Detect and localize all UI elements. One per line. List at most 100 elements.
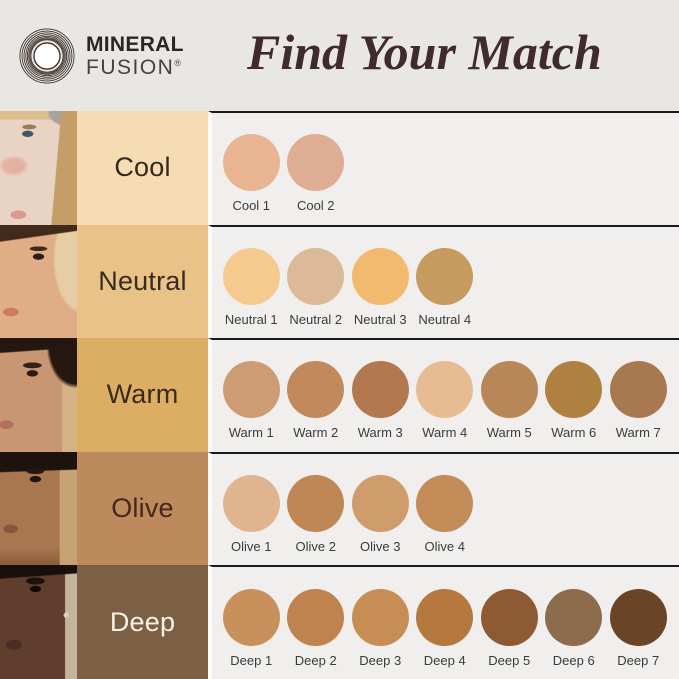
- swatch-deep-4: Deep 4: [413, 588, 478, 668]
- swatch-deep-5: Deep 5: [477, 588, 542, 668]
- category-cell-olive: Olive: [77, 451, 208, 566]
- swatch-panel-olive: Olive 1 Olive 2 Olive 3 Olive 4: [208, 451, 679, 566]
- swatch-warm-1: Warm 1: [219, 361, 284, 440]
- logo-text-fusion: FUSION®: [86, 55, 181, 79]
- shade-swatch-label-olive-3: Olive 3: [360, 539, 401, 555]
- shade-swatch-circle-cool-2: [287, 134, 345, 192]
- shade-swatch-circle-deep-2: [287, 588, 345, 646]
- shade-swatch-circle-warm-7: [609, 361, 667, 419]
- model-photo-neutral: [0, 224, 77, 339]
- shade-swatch-circle-neutral-4: [416, 247, 474, 305]
- swatch-warm-3: Warm 3: [348, 361, 413, 440]
- model-photo-cool: [0, 111, 77, 225]
- shade-swatch-label-cool-1: Cool 1: [232, 198, 271, 214]
- category-cell-deep: Deep: [77, 565, 208, 679]
- shade-row-cool: Cool Cool 1 Cool 2: [0, 111, 679, 225]
- category-label-olive: Olive: [111, 493, 174, 524]
- shade-swatch-circle-warm-3: [351, 361, 409, 419]
- swatch-warm-4: Warm 4: [413, 361, 478, 440]
- shade-swatch-label-neutral-2: Neutral 2: [289, 311, 343, 327]
- shade-swatch-label-neutral-1: Neutral 1: [224, 311, 278, 327]
- shade-swatch-label-deep-6: Deep 6: [552, 652, 595, 668]
- category-label-deep: Deep: [109, 606, 176, 637]
- shade-swatch-circle-olive-2: [287, 475, 345, 533]
- shade-swatch-label-warm-2: Warm 2: [293, 425, 339, 441]
- shade-swatch-label-olive-1: Olive 1: [231, 539, 272, 555]
- shade-swatch-label-deep-2: Deep 2: [294, 652, 337, 668]
- shade-swatch-circle-deep-1: [222, 588, 280, 646]
- swatch-panel-cool: Cool 1 Cool 2: [208, 111, 679, 225]
- swatch-olive-3: Olive 3: [348, 475, 413, 554]
- shade-swatch-label-deep-1: Deep 1: [230, 652, 273, 668]
- shade-swatch-circle-cool-1: [222, 134, 280, 192]
- swatch-panel-deep: Deep 1 Deep 2 Deep 3 Deep 4 Deep 5 Deep 6 Deep…: [208, 565, 679, 679]
- swatch-deep-6: Deep 6: [542, 588, 607, 668]
- shade-swatch-label-warm-7: Warm 7: [615, 425, 661, 441]
- shade-swatch-circle-warm-6: [545, 361, 603, 419]
- shade-rows: Cool Cool 1 Cool 2 Neutral Neutral 1 Neutr…: [0, 111, 679, 679]
- shade-swatch-circle-deep-3: [351, 588, 409, 646]
- swatch-cool-1: Cool 1: [219, 134, 284, 213]
- model-photo-warm: [0, 338, 77, 452]
- swatch-warm-7: Warm 7: [606, 361, 671, 440]
- shade-swatch-circle-warm-4: [416, 361, 474, 419]
- swatch-deep-7: Deep 7: [606, 588, 671, 668]
- shade-swatch-label-deep-4: Deep 4: [423, 652, 466, 668]
- shade-swatch-circle-deep-5: [480, 588, 538, 646]
- shade-swatch-circle-warm-1: [222, 361, 280, 419]
- swatch-warm-2: Warm 2: [284, 361, 349, 440]
- shade-swatch-label-neutral-3: Neutral 3: [353, 311, 407, 327]
- swatch-olive-4: Olive 4: [413, 475, 478, 554]
- swatch-panel-neutral: Neutral 1 Neutral 2 Neutral 3 Neutral 4: [208, 224, 679, 339]
- category-cell-cool: Cool: [77, 111, 208, 225]
- shade-swatch-label-deep-7: Deep 7: [617, 652, 660, 668]
- swatch-olive-2: Olive 2: [284, 475, 349, 554]
- registered-mark-icon: ®: [174, 57, 181, 68]
- header: MINERAL FUSION® Find Your Match: [0, 0, 679, 111]
- category-cell-neutral: Neutral: [77, 224, 208, 339]
- shade-swatch-label-olive-2: Olive 2: [295, 539, 336, 555]
- swatch-cool-2: Cool 2: [284, 134, 349, 213]
- shade-swatch-label-neutral-4: Neutral 4: [418, 311, 472, 327]
- brand-logo: MINERAL FUSION®: [18, 27, 184, 85]
- shade-swatch-circle-neutral-2: [287, 247, 345, 305]
- swatch-neutral-2: Neutral 2: [284, 247, 349, 327]
- shade-swatch-circle-olive-1: [222, 475, 280, 533]
- shade-row-deep: Deep Deep 1 Deep 2 Deep 3 Deep 4 Deep 5 Deep …: [0, 565, 679, 679]
- swatch-neutral-4: Neutral 4: [413, 247, 478, 327]
- shade-swatch-label-cool-2: Cool 2: [296, 198, 335, 214]
- shade-swatch-circle-deep-6: [545, 588, 603, 646]
- swatch-panel-warm: Warm 1 Warm 2 Warm 3 Warm 4 Warm 5 Warm 6 Warm…: [208, 338, 679, 452]
- shade-swatch-label-deep-3: Deep 3: [359, 652, 402, 668]
- logo-text-mineral: MINERAL: [86, 32, 184, 56]
- shade-swatch-label-warm-1: Warm 1: [228, 425, 274, 441]
- shade-swatch-circle-warm-5: [480, 361, 538, 419]
- model-photo-deep: [0, 565, 77, 679]
- shade-swatch-circle-deep-7: [609, 588, 667, 646]
- swatch-olive-1: Olive 1: [219, 475, 284, 554]
- model-photo-olive: [0, 451, 77, 566]
- swatch-warm-5: Warm 5: [477, 361, 542, 440]
- swatch-neutral-3: Neutral 3: [348, 247, 413, 327]
- shade-swatch-circle-warm-2: [287, 361, 345, 419]
- swatch-deep-3: Deep 3: [348, 588, 413, 668]
- category-label-neutral: Neutral: [98, 265, 187, 296]
- shade-swatch-circle-neutral-3: [351, 247, 409, 305]
- shade-swatch-circle-olive-3: [351, 475, 409, 533]
- category-label-cool: Cool: [114, 152, 171, 183]
- shade-swatch-label-warm-3: Warm 3: [357, 425, 403, 441]
- logo-rings-icon: [19, 27, 75, 84]
- shade-swatch-circle-olive-4: [416, 475, 474, 533]
- shade-swatch-label-warm-5: Warm 5: [486, 425, 532, 441]
- shade-row-olive: Olive Olive 1 Olive 2 Olive 3 Olive 4: [0, 451, 679, 566]
- shade-swatch-label-deep-5: Deep 5: [488, 652, 531, 668]
- category-label-warm: Warm: [106, 379, 179, 410]
- swatch-warm-6: Warm 6: [542, 361, 607, 440]
- shade-swatch-label-warm-4: Warm 4: [422, 425, 468, 441]
- swatch-deep-1: Deep 1: [219, 588, 284, 668]
- shade-row-neutral: Neutral Neutral 1 Neutral 2 Neutral 3 Neutr…: [0, 224, 679, 339]
- swatch-neutral-1: Neutral 1: [219, 247, 284, 327]
- page-title: Find Your Match: [247, 23, 602, 80]
- shade-swatch-circle-neutral-1: [222, 247, 280, 305]
